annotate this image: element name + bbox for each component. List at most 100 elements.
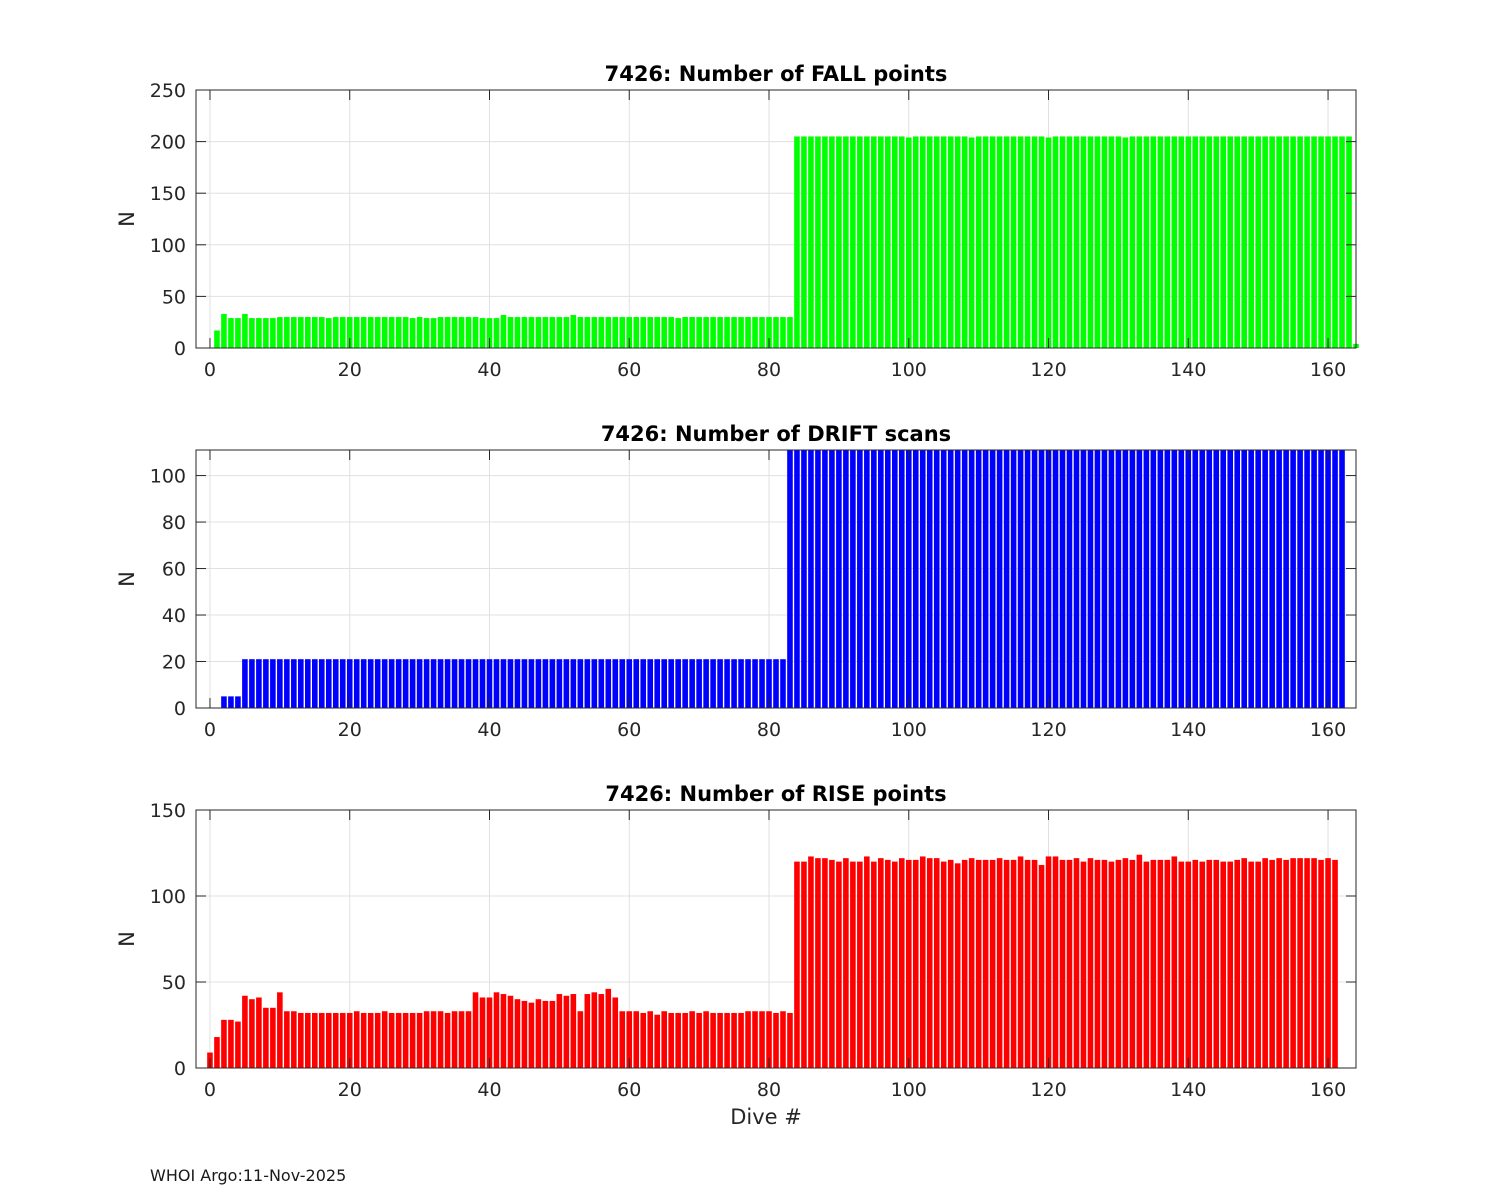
y-axis-label: N (115, 931, 139, 947)
bar (542, 317, 549, 348)
bar (745, 1011, 751, 1068)
x-tick-label: 0 (204, 359, 216, 381)
bar (1094, 859, 1101, 1068)
bar (1213, 450, 1220, 708)
bar (1325, 858, 1331, 1068)
bar (451, 317, 458, 348)
bar (388, 659, 395, 708)
bar (325, 659, 332, 708)
bar (975, 859, 982, 1068)
bar (1185, 861, 1192, 1068)
bar (1248, 861, 1254, 1068)
bar (1178, 861, 1185, 1068)
bar (1052, 136, 1059, 348)
bar (654, 1014, 660, 1068)
x-tick-label: 160 (1310, 719, 1346, 741)
bar (898, 858, 905, 1068)
bar (507, 659, 514, 708)
bar (940, 450, 947, 708)
bar (961, 450, 968, 708)
bar (989, 859, 996, 1068)
bar (1178, 136, 1185, 348)
bar (836, 450, 842, 708)
bar (1038, 450, 1045, 708)
bar (1045, 137, 1052, 348)
bar (885, 859, 891, 1068)
y-tick-label: 250 (150, 80, 186, 102)
bar (409, 1012, 416, 1068)
bar (486, 997, 493, 1068)
bar (514, 317, 521, 348)
bar (402, 317, 409, 348)
bar (423, 318, 430, 348)
bar (822, 136, 828, 348)
bar (1283, 450, 1289, 708)
bar (1227, 136, 1234, 348)
bar (479, 318, 486, 348)
bar (472, 659, 479, 708)
bar (584, 317, 591, 348)
bar (507, 995, 514, 1068)
bar (850, 861, 856, 1068)
bar (1129, 450, 1136, 708)
y-tick-label: 200 (150, 132, 186, 154)
bar (787, 450, 793, 708)
bar (689, 659, 695, 708)
bar (829, 136, 835, 348)
bar (801, 136, 807, 348)
bar (242, 995, 248, 1068)
bar (905, 137, 912, 348)
bar (235, 1021, 241, 1068)
bar (738, 659, 744, 708)
bar (305, 317, 311, 348)
bar (1024, 136, 1031, 348)
bar (1192, 136, 1199, 348)
bar (1115, 136, 1122, 348)
footer-stamp: WHOI Argo:11-Nov-2025 (150, 1166, 347, 1185)
bar (626, 317, 633, 348)
bar (878, 450, 884, 708)
bar (654, 659, 660, 708)
bar (1101, 859, 1108, 1068)
bar (339, 659, 346, 708)
bar (395, 317, 402, 348)
bar (696, 317, 702, 348)
bar (556, 994, 563, 1068)
bar (1003, 450, 1010, 708)
bar (591, 317, 598, 348)
bar (1017, 856, 1024, 1068)
bar (458, 1011, 465, 1068)
bar (940, 136, 947, 348)
bar (235, 318, 241, 348)
bar (1206, 450, 1213, 708)
bar (1311, 136, 1317, 348)
bar (1332, 450, 1338, 708)
bar (633, 1011, 640, 1068)
bar (1255, 861, 1261, 1068)
bar (249, 318, 255, 348)
bar (1164, 859, 1171, 1068)
chart-title: 7426: Number of FALL points (605, 62, 948, 86)
bar (381, 317, 388, 348)
bar (633, 659, 640, 708)
bar (1262, 858, 1268, 1068)
bar (1150, 859, 1157, 1068)
bar (808, 136, 814, 348)
bar (228, 318, 234, 348)
bar (619, 317, 626, 348)
bar (1080, 861, 1087, 1068)
bar (1108, 861, 1115, 1068)
bar (661, 659, 667, 708)
bar (493, 318, 500, 348)
bar (444, 1012, 451, 1068)
bar (1150, 136, 1157, 348)
bar (381, 659, 388, 708)
bar (1136, 136, 1143, 348)
x-axis-label: Dive # (730, 1105, 802, 1129)
bar (905, 450, 912, 708)
bar (1234, 136, 1240, 348)
bar (521, 1000, 528, 1068)
bar (961, 859, 968, 1068)
x-tick-label: 80 (757, 719, 781, 741)
bar (898, 136, 905, 348)
